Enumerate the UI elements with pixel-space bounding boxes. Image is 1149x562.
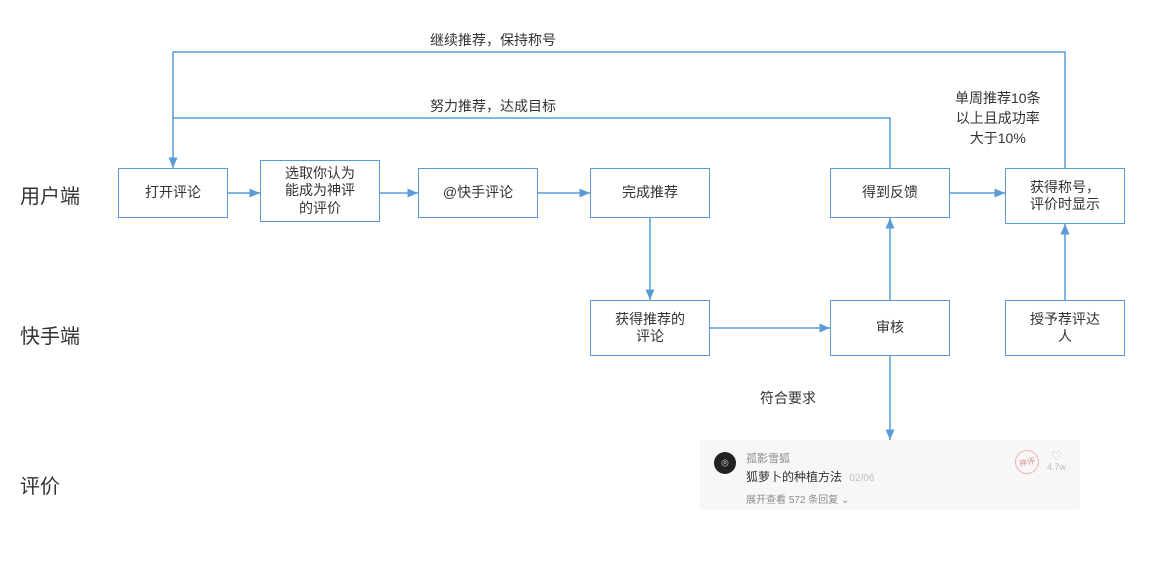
node-finish-rec: 完成推荐 xyxy=(590,168,710,218)
avatar: ⌾ xyxy=(714,452,736,474)
node-pick-review: 选取你认为 能成为神评 的评价 xyxy=(260,160,380,222)
diagram-canvas: 用户端 快手端 评价 打开评论 选取你认为 能成为神评 的评价 @快手评论 xyxy=(0,0,1149,562)
edge-label-keep-going: 继续推荐，保持称号 xyxy=(430,30,556,50)
like-box[interactable]: ♡ 4.7w xyxy=(1047,450,1066,472)
node-at-ks: @快手评论 xyxy=(418,168,538,218)
comment-expand[interactable]: 展开查看 572 条回复 ⌄ xyxy=(746,491,1007,506)
edge-title-loop xyxy=(173,52,1065,168)
comment-card: ⌾ 孤影雪狐 狐萝卜的种植方法 02/06 展开查看 572 条回复 ⌄ 神评 … xyxy=(700,440,1080,510)
comment-date: 02/06 xyxy=(849,473,874,484)
comment-username: 孤影雪狐 xyxy=(746,450,1007,466)
comment-text: 狐萝卜的种植方法 02/06 xyxy=(746,468,1007,485)
heart-icon: ♡ xyxy=(1051,450,1062,462)
node-get-title: 获得称号， 评价时显示 xyxy=(1005,168,1125,224)
node-open-comment: 打开评论 xyxy=(118,168,228,218)
reply-count: 572 xyxy=(789,495,806,506)
expand-prefix: 展开查看 xyxy=(746,495,786,506)
edge-label-threshold: 单周推荐10条 以上且成功率 大于10% xyxy=(955,88,1041,148)
comment-text-main: 狐萝卜的种植方法 xyxy=(746,470,842,484)
chevron-down-icon: ⌄ xyxy=(841,495,849,506)
edge-label-try-hard: 努力推荐，达成目标 xyxy=(430,96,556,116)
comment-body: 孤影雪狐 狐萝卜的种植方法 02/06 展开查看 572 条回复 ⌄ xyxy=(746,450,1007,506)
expand-suffix: 条回复 xyxy=(808,495,838,506)
lane-label-user: 用户端 xyxy=(20,180,80,209)
comment-right: 神评 ♡ 4.7w xyxy=(1015,450,1066,474)
lane-label-review: 评价 xyxy=(20,470,60,499)
like-count: 4.7w xyxy=(1047,462,1066,472)
node-got-rec: 获得推荐的 评论 xyxy=(590,300,710,356)
stamp-badge: 神评 xyxy=(1013,448,1041,476)
lane-label-ks: 快手端 xyxy=(20,320,80,349)
node-audit: 审核 xyxy=(830,300,950,356)
node-get-feedback: 得到反馈 xyxy=(830,168,950,218)
node-grant-title: 授予荐评达 人 xyxy=(1005,300,1125,356)
edge-label-qualified: 符合要求 xyxy=(760,388,816,408)
